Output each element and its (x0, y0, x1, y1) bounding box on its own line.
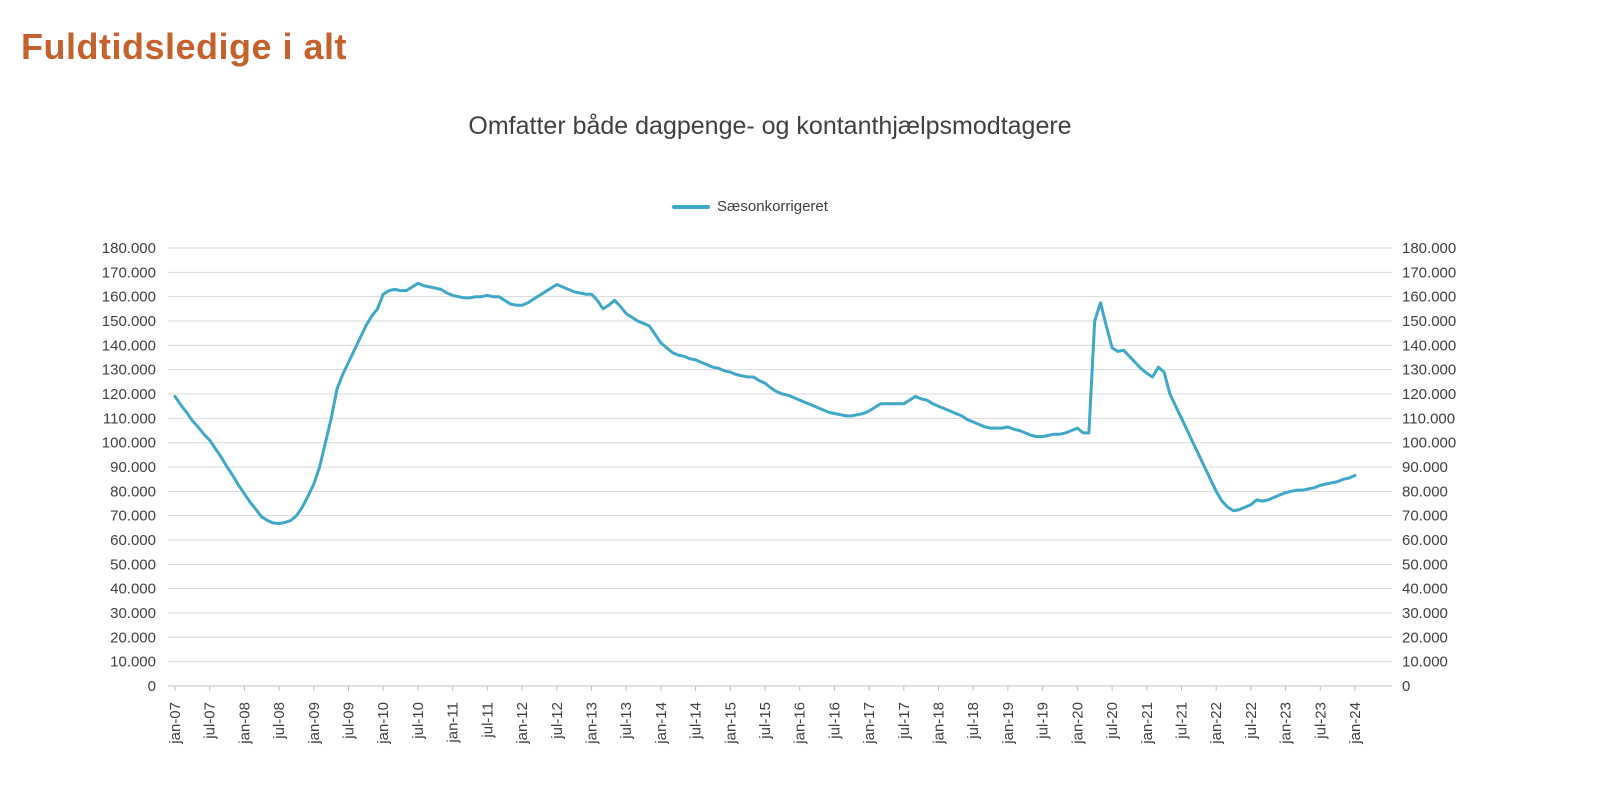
series-line-saesonkorrigeret (173, 281, 1357, 525)
y-axis-tick-label-left: 140.000 (102, 337, 156, 354)
x-axis-tick-label: jul-16 (826, 702, 843, 740)
x-axis-tick-label: jul-07 (202, 702, 219, 740)
y-axis-tick-label-right: 30.000 (1402, 605, 1448, 622)
y-axis-tick-label-right: 60.000 (1402, 532, 1448, 549)
y-axis-tick-label-right: 140.000 (1402, 337, 1456, 354)
y-axis-tick-label-left: 110.000 (103, 410, 156, 427)
x-axis-tick-label: jan-22 (1208, 702, 1225, 745)
y-axis-tick-label-right: 130.000 (1402, 362, 1456, 379)
y-axis-tick-label-left: 20.000 (110, 629, 156, 646)
x-axis-tick-label: jan-09 (306, 702, 323, 745)
y-axis-tick-label-right: 40.000 (1402, 581, 1448, 598)
y-axis-tick-label-left: 30.000 (110, 605, 156, 622)
y-axis-tick-label-left: 150.000 (102, 313, 156, 330)
x-axis-tick-label: jul-10 (410, 702, 427, 740)
y-axis-tick-label-left: 130.000 (102, 362, 156, 379)
x-axis-tick-label: jul-20 (1104, 702, 1121, 740)
x-axis-tick-label: jan-20 (1069, 702, 1086, 745)
y-axis-tick-label-right: 180.000 (1402, 240, 1456, 257)
chart-title: Omfatter både dagpenge- og kontanthjælps… (468, 112, 1072, 140)
y-axis-tick-label-left: 10.000 (110, 654, 156, 671)
y-axis-tick-label-right: 100.000 (1402, 435, 1456, 452)
x-axis-tick-label: jan-07 (167, 702, 184, 745)
x-axis-tick-label: jul-08 (271, 702, 288, 740)
x-axis-tick-label: jan-12 (514, 702, 531, 745)
unemployment-line-chart: 0 0 10.000 10.000 20.000 20.000 30.000 30.000 40… (102, 240, 1456, 745)
y-axis-tick-label-right: 110.000 (1402, 410, 1455, 427)
y-axis-tick-label-left: 40.000 (110, 581, 156, 598)
x-axis-tick-label: jul-22 (1243, 702, 1260, 740)
x-axis-tick-label: jan-13 (583, 702, 600, 745)
x-axis-tick-label: jul-18 (965, 702, 982, 740)
x-axis-tick-label: jan-10 (375, 702, 392, 745)
x-axis-tick-label: jan-19 (1000, 702, 1017, 745)
y-axis-tick-label-left: 50.000 (110, 556, 156, 573)
x-axis-tick-label: jul-14 (688, 702, 705, 740)
legend-series-label: Sæsonkorrigeret (717, 198, 828, 215)
x-axis-tick-label: jan-16 (792, 702, 809, 745)
x-axis-tick-label: jan-14 (653, 702, 670, 745)
y-axis-tick-label-left: 70.000 (110, 508, 156, 525)
y-axis-tick-label-left: 170.000 (102, 264, 156, 281)
x-axis-tick-label: jul-23 (1312, 702, 1329, 740)
y-axis-tick-label-right: 0 (1402, 678, 1410, 695)
x-axis-tick-label: jul-15 (757, 702, 774, 740)
y-axis-tick-label-right: 50.000 (1402, 556, 1448, 573)
y-axis-tick-label-left: 180.000 (102, 240, 156, 257)
x-axis-tick-label: jan-23 (1278, 702, 1295, 745)
x-axis-tick-label: jan-08 (236, 702, 253, 745)
y-axis-tick-label-left: 60.000 (110, 532, 156, 549)
y-axis-tick-label-right: 170.000 (1402, 264, 1456, 281)
y-axis-tick-label-left: 80.000 (110, 483, 156, 500)
x-axis-tick-label: jul-21 (1173, 702, 1190, 740)
x-axis-tick-label: jul-09 (341, 702, 358, 740)
x-axis-tick-label: jul-13 (618, 702, 635, 740)
y-axis-tick-label-right: 90.000 (1402, 459, 1448, 476)
x-axis-tick-label: jan-17 (861, 702, 878, 745)
y-axis-tick-label-right: 20.000 (1402, 629, 1448, 646)
y-axis-tick-label-right: 70.000 (1402, 508, 1448, 525)
y-axis-tick-label-right: 10.000 (1402, 654, 1448, 671)
y-axis-tick-label-left: 0 (148, 678, 156, 695)
x-axis-tick-label: jan-24 (1347, 702, 1364, 745)
x-axis-tick-label: jul-11 (479, 702, 496, 739)
x-axis-tick-label: jan-21 (1139, 702, 1156, 745)
x-axis-tick-label: jul-12 (549, 702, 566, 740)
legend-line-marker (672, 204, 711, 209)
y-axis-tick-label-right: 160.000 (1402, 289, 1456, 306)
y-axis-tick-label-right: 80.000 (1402, 483, 1448, 500)
page-title: Fuldtidsledige i alt (21, 26, 348, 67)
y-axis-tick-label-left: 90.000 (110, 459, 156, 476)
y-axis-tick-label-left: 160.000 (102, 289, 156, 306)
y-axis-tick-label-right: 150.000 (1402, 313, 1456, 330)
x-axis-tick-label: jul-19 (1035, 702, 1052, 740)
x-axis-tick-label: jan-11 (445, 702, 462, 744)
y-axis-tick-label-right: 120.000 (1402, 386, 1456, 403)
y-axis-tick-label-left: 100.000 (102, 435, 156, 452)
y-axis-tick-label-left: 120.000 (102, 386, 156, 403)
x-axis-tick-label: jan-18 (931, 702, 948, 745)
x-axis-tick-label: jan-15 (722, 702, 739, 745)
chart-legend: Sæsonkorrigeret (170, 198, 1330, 215)
x-axis-tick-label: jul-17 (896, 702, 913, 740)
